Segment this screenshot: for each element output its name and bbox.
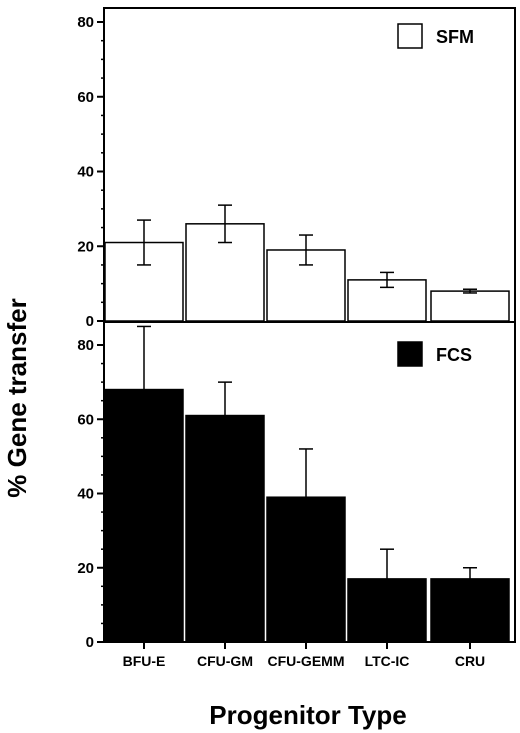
category-labels: BFU-E CFU-GM CFU-GEMM LTC-IC CRU xyxy=(123,642,485,669)
fcs-bar xyxy=(430,578,510,643)
sfm-legend-swatch xyxy=(397,23,423,49)
x-tick-label: CFU-GEMM xyxy=(268,653,345,669)
fcs-panel: 0 20 40 60 80 FCS xyxy=(77,325,510,651)
sfm-bar xyxy=(430,290,510,322)
fcs-legend-label: FCS xyxy=(436,345,472,365)
y-axis-title: % Gene transfer xyxy=(2,298,32,497)
x-tick-label: BFU-E xyxy=(123,653,166,669)
y-tick-label: 0 xyxy=(86,313,94,330)
y-tick-label: 60 xyxy=(77,411,94,428)
y-tick-label: 60 xyxy=(77,89,94,106)
fcs-bar xyxy=(347,578,427,643)
x-tick-label: CRU xyxy=(455,653,485,669)
y-tick-label: 80 xyxy=(77,14,94,31)
x-tick-label: CFU-GM xyxy=(197,653,253,669)
fcs-bar xyxy=(104,388,184,643)
sfm-panel: 0 20 40 60 80 SFM xyxy=(77,14,510,330)
y-tick-label: 0 xyxy=(86,634,94,651)
y-tick-label: 20 xyxy=(77,560,94,577)
plot-frame xyxy=(103,7,516,643)
y-tick-label: 80 xyxy=(77,337,94,354)
x-tick-label: LTC-IC xyxy=(365,653,410,669)
y-tick-label: 40 xyxy=(77,486,94,503)
fcs-bar xyxy=(185,414,265,643)
fcs-bar xyxy=(266,496,346,643)
sfm-legend-label: SFM xyxy=(436,27,474,47)
x-axis-title: Progenitor Type xyxy=(209,700,406,730)
y-tick-label: 40 xyxy=(77,164,94,181)
fcs-legend-swatch xyxy=(397,341,423,367)
y-tick-label: 20 xyxy=(77,238,94,255)
